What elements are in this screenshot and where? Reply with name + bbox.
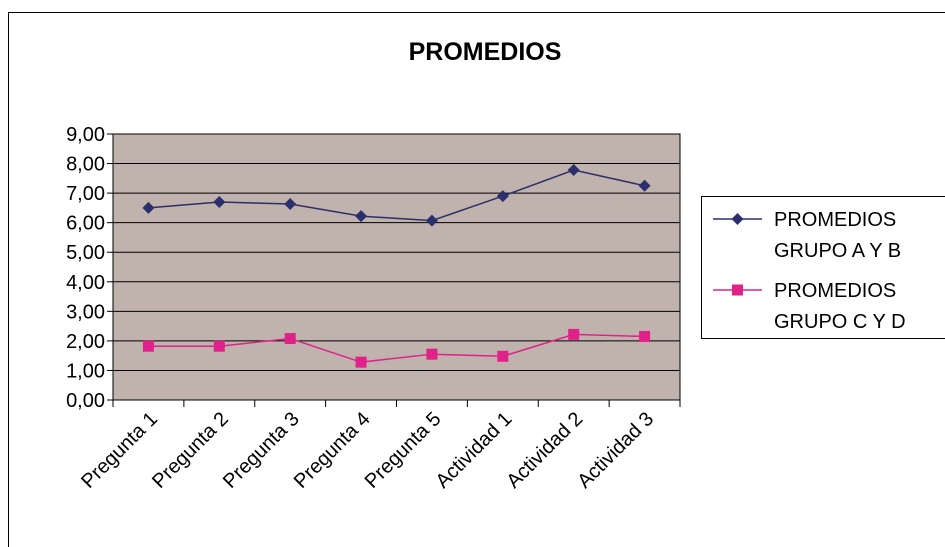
y-tick-label: 5,00 (66, 242, 105, 264)
legend-marker-2 (732, 284, 743, 296)
series-1-point (355, 210, 368, 223)
y-tick-label: 8,00 (66, 154, 105, 176)
series-2-point (568, 328, 580, 340)
y-tick-label: 7,00 (66, 183, 105, 205)
series-2-point (213, 340, 225, 352)
series-2-point (355, 356, 367, 368)
series-line-2 (148, 333, 645, 363)
series-line-1 (148, 169, 645, 222)
series-1-point (496, 190, 509, 203)
x-tick-label: Pregunta 1 (77, 408, 162, 493)
y-tick-label: 4,00 (66, 272, 105, 294)
x-tick-label: Pregunta 3 (219, 408, 304, 493)
series-1-point (284, 198, 297, 211)
legend: PROMEDIOS GRUPO A Y B PROMEDIOS GRUPO C Y D (701, 196, 945, 339)
y-tick-label: 0,00 (66, 390, 105, 412)
legend-label: GRUPO C Y D (774, 311, 906, 333)
y-tick-label: 3,00 (66, 301, 105, 323)
legend-label: GRUPO A Y B (774, 240, 901, 262)
y-tick-label: 1,00 (66, 360, 105, 382)
y-tick-label: 6,00 (66, 213, 105, 235)
series-2-point (284, 333, 296, 345)
plot-area (112, 133, 681, 401)
x-tick-label: Actividad 1 (432, 408, 517, 493)
chart-border (8, 12, 945, 547)
legend-label: PROMEDIOS (774, 209, 896, 231)
x-tick-label: Actividad 3 (573, 408, 658, 493)
series-2-point (639, 330, 651, 342)
series-1-point (638, 179, 651, 192)
x-tick-label: Pregunta 4 (290, 408, 375, 493)
x-tick-label: Actividad 2 (502, 408, 587, 493)
series-2-point (497, 350, 509, 362)
plot-background (112, 133, 681, 401)
series-1-point (567, 164, 580, 177)
legend-marker-1 (731, 213, 744, 225)
series-2-point (426, 348, 438, 360)
series-2-point (142, 340, 154, 352)
chart-title: PROMEDIOS (409, 38, 562, 66)
series-1-point (425, 214, 438, 227)
series-layer (142, 164, 651, 368)
grid-lines (113, 163, 680, 371)
series-1-point (213, 195, 226, 208)
y-tick-label: 9,00 (66, 124, 105, 146)
y-tick-label: 2,00 (66, 331, 105, 353)
legend-label: PROMEDIOS (774, 280, 896, 302)
x-tick-label: Pregunta 5 (361, 408, 446, 493)
series-1-point (142, 201, 155, 214)
y-axis: 0,00 1,00 2,00 3,00 4,00 5,00 6,00 7,00 8,00 9,00 (66, 124, 114, 412)
x-tick-label: Pregunta 2 (148, 408, 233, 493)
